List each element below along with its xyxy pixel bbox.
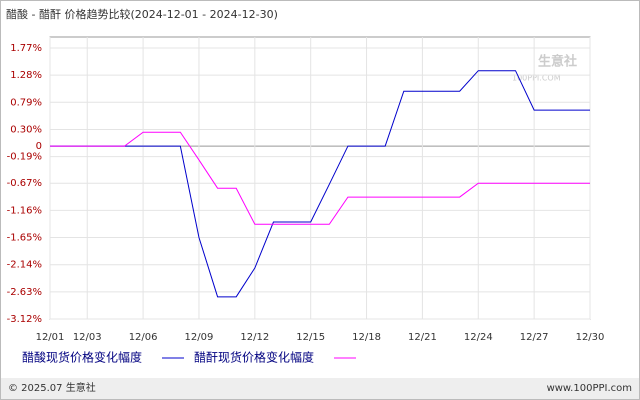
- y-tick-label: 1.28%: [10, 70, 42, 81]
- watermark: 生意社: [538, 54, 577, 70]
- x-tick-label: 12/09: [185, 332, 214, 343]
- y-tick-label: 0.30%: [10, 124, 42, 135]
- x-tick-label: 12/21: [408, 332, 437, 343]
- watermark: 100PPI.COM: [512, 74, 561, 83]
- x-tick-label: 12/12: [240, 332, 269, 343]
- y-tick-label: -0.67%: [7, 178, 42, 189]
- legend-label: 醋酐现货价格变化幅度: [194, 350, 314, 365]
- y-tick-label: 1.77%: [10, 43, 42, 54]
- footer-text: © 2025.07 生意社: [8, 381, 96, 394]
- footer-bar: [1, 378, 639, 399]
- y-tick-label: -1.16%: [7, 205, 42, 216]
- y-tick-label: -2.14%: [7, 260, 42, 271]
- footer-text: www.100PPI.com: [547, 383, 632, 394]
- chart-title: 醋酸 - 醋酐 价格趋势比较(2024-12-01 - 2024-12-30): [6, 7, 278, 21]
- y-tick-label: -1.65%: [7, 233, 42, 244]
- series-line: [50, 131, 590, 225]
- x-tick-label: 12/15: [296, 332, 325, 343]
- y-tick-label: -2.63%: [7, 287, 42, 298]
- x-tick-label: 12/01: [36, 332, 65, 343]
- series-line: [50, 70, 590, 298]
- x-tick-label: 12/06: [129, 332, 158, 343]
- y-tick-label: 0.79%: [10, 97, 42, 108]
- y-tick-label: -0.19%: [7, 152, 42, 163]
- x-tick-label: 12/24: [464, 332, 493, 343]
- x-tick-label: 12/30: [576, 332, 605, 343]
- x-tick-label: 12/18: [352, 332, 381, 343]
- y-tick-label: -3.12%: [7, 314, 42, 325]
- x-tick-label: 12/27: [520, 332, 549, 343]
- y-tick-label: 0: [36, 141, 42, 152]
- x-tick-label: 12/03: [73, 332, 102, 343]
- legend-label: 醋酸现货价格变化幅度: [22, 350, 142, 365]
